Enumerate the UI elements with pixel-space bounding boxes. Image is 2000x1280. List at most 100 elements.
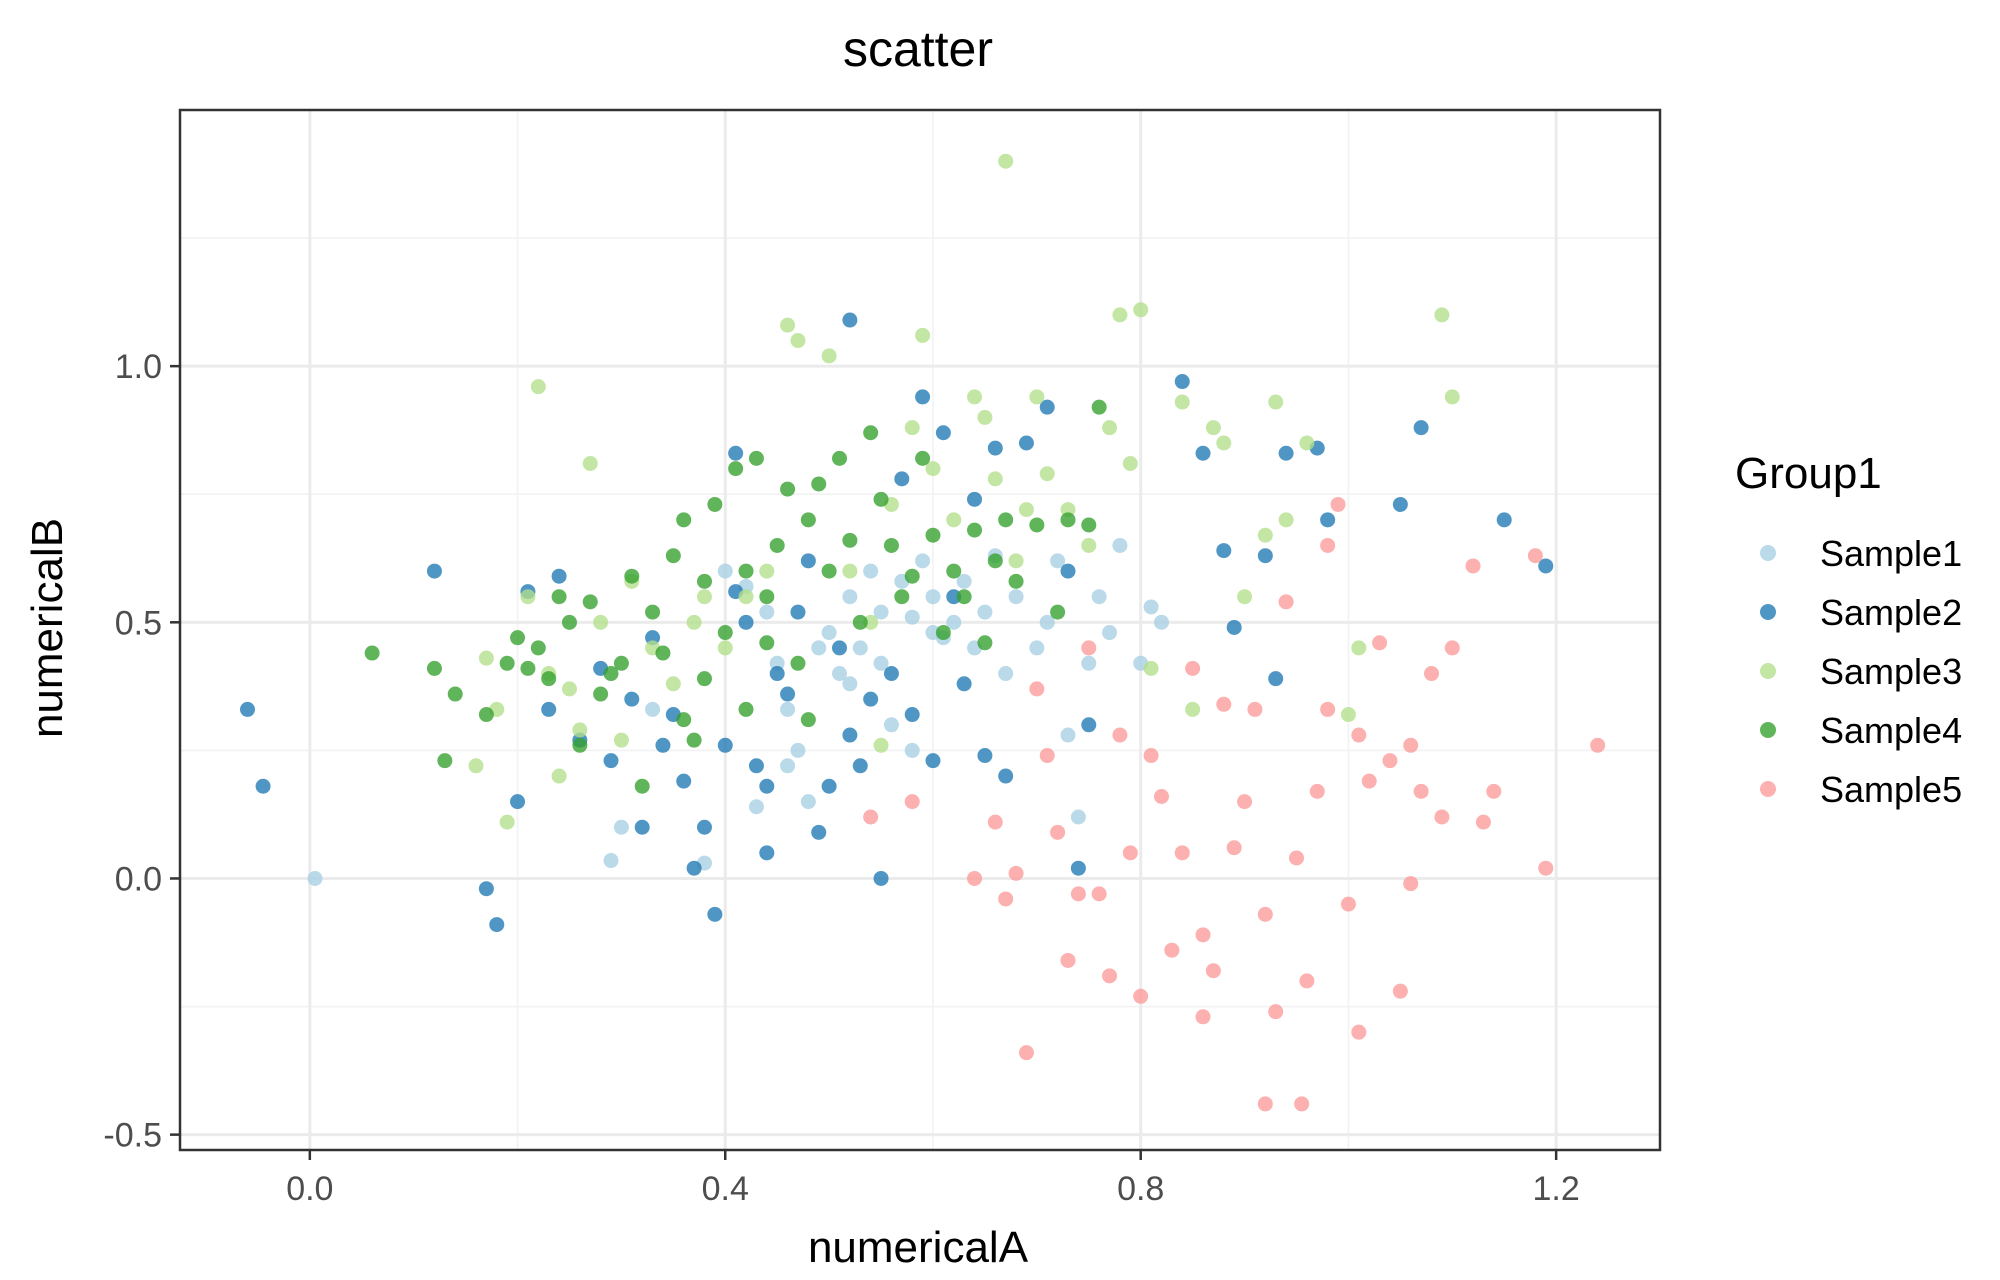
point-sample5	[1102, 968, 1118, 984]
point-sample3	[1351, 640, 1367, 656]
point-sample4	[676, 512, 692, 528]
point-sample5	[1195, 1009, 1211, 1025]
point-sample4	[551, 589, 567, 605]
point-sample3	[1278, 512, 1294, 528]
legend-label: Sample5	[1820, 769, 1962, 810]
point-sample3	[582, 455, 598, 471]
point-sample1	[780, 701, 796, 717]
point-sample3	[520, 589, 536, 605]
point-sample4	[510, 630, 526, 646]
point-sample1	[613, 819, 629, 835]
point-sample3	[478, 650, 494, 666]
point-sample2	[510, 794, 526, 810]
point-sample3	[738, 589, 754, 605]
point-sample3	[780, 317, 796, 333]
point-sample1	[645, 701, 661, 717]
legend-item-sample1: Sample1	[1760, 533, 1962, 574]
point-sample2	[541, 701, 557, 717]
point-sample2	[1195, 445, 1211, 461]
point-sample1	[800, 794, 816, 810]
y-tick-label: 1.0	[115, 348, 162, 386]
point-sample1	[904, 742, 920, 758]
point-sample4	[987, 553, 1003, 569]
point-sample4	[665, 548, 681, 564]
point-sample4	[447, 686, 463, 702]
point-sample4	[967, 522, 983, 538]
point-sample1	[1060, 727, 1076, 743]
point-sample4	[561, 614, 577, 630]
point-sample2	[1226, 619, 1242, 635]
point-sample4	[935, 625, 951, 641]
point-sample3	[1174, 394, 1190, 410]
point-sample4	[676, 712, 692, 728]
point-sample3	[946, 512, 962, 528]
axis-ticks: 0.0 0.4 0.8 1.2 -0.5 0.0 0.5 1.0	[103, 348, 1579, 1208]
legend-key-sample2	[1760, 604, 1776, 620]
legend-item-sample3: Sample3	[1760, 651, 1962, 692]
point-sample4	[478, 707, 494, 723]
point-sample5	[1174, 845, 1190, 861]
point-sample2	[426, 563, 442, 579]
legend-label: Sample4	[1820, 710, 1962, 751]
point-sample3	[759, 563, 775, 579]
point-sample2	[255, 778, 271, 794]
point-sample4	[645, 604, 661, 620]
legend-label: Sample3	[1820, 651, 1962, 692]
point-sample4	[696, 573, 712, 589]
point-sample5	[1590, 737, 1606, 753]
point-sample2	[1392, 496, 1408, 512]
point-sample5	[863, 809, 879, 825]
point-sample4	[364, 645, 380, 661]
point-sample4	[956, 589, 972, 605]
point-sample1	[873, 604, 889, 620]
point-sample2	[894, 471, 910, 487]
point-sample2	[915, 389, 931, 405]
point-sample5	[987, 814, 1003, 830]
point-sample2	[759, 778, 775, 794]
point-sample3	[821, 348, 837, 364]
point-sample1	[1102, 625, 1118, 641]
point-sample4	[686, 732, 702, 748]
point-sample2	[1538, 558, 1554, 574]
point-sample5	[1257, 1096, 1273, 1112]
point-sample2	[717, 737, 733, 753]
point-sample2	[832, 640, 848, 656]
point-sample2	[1174, 374, 1190, 390]
point-sample5	[1237, 794, 1253, 810]
point-sample2	[904, 707, 920, 723]
point-sample5	[1486, 783, 1502, 799]
point-sample5	[1018, 1045, 1034, 1061]
point-sample4	[541, 671, 557, 687]
point-sample1	[748, 799, 764, 815]
point-sample1	[998, 666, 1014, 682]
point-sample4	[728, 461, 744, 477]
point-sample3	[530, 379, 546, 395]
point-sample2	[1070, 860, 1086, 876]
point-sample5	[1205, 963, 1221, 979]
point-sample1	[1070, 809, 1086, 825]
point-sample2	[655, 737, 671, 753]
point-sample2	[769, 666, 785, 682]
point-sample5	[1361, 773, 1377, 789]
point-sample3	[1060, 502, 1076, 518]
point-sample5	[1330, 496, 1346, 512]
legend-label: Sample2	[1820, 592, 1962, 633]
point-sample4	[738, 563, 754, 579]
point-sample2	[925, 753, 941, 769]
point-sample1	[790, 742, 806, 758]
point-sample2	[645, 630, 661, 646]
point-sample2	[987, 440, 1003, 456]
point-sample3	[551, 768, 567, 784]
point-sample5	[1424, 666, 1440, 682]
legend-key-sample4	[1760, 722, 1776, 738]
point-sample2	[759, 845, 775, 861]
point-sample4	[977, 635, 993, 651]
point-sample2	[728, 445, 744, 461]
point-sample4	[769, 537, 785, 553]
point-sample1	[1153, 614, 1169, 630]
point-sample3	[1216, 435, 1232, 451]
point-sample5	[1299, 973, 1315, 989]
point-sample1	[977, 604, 993, 620]
point-sample1	[873, 655, 889, 671]
